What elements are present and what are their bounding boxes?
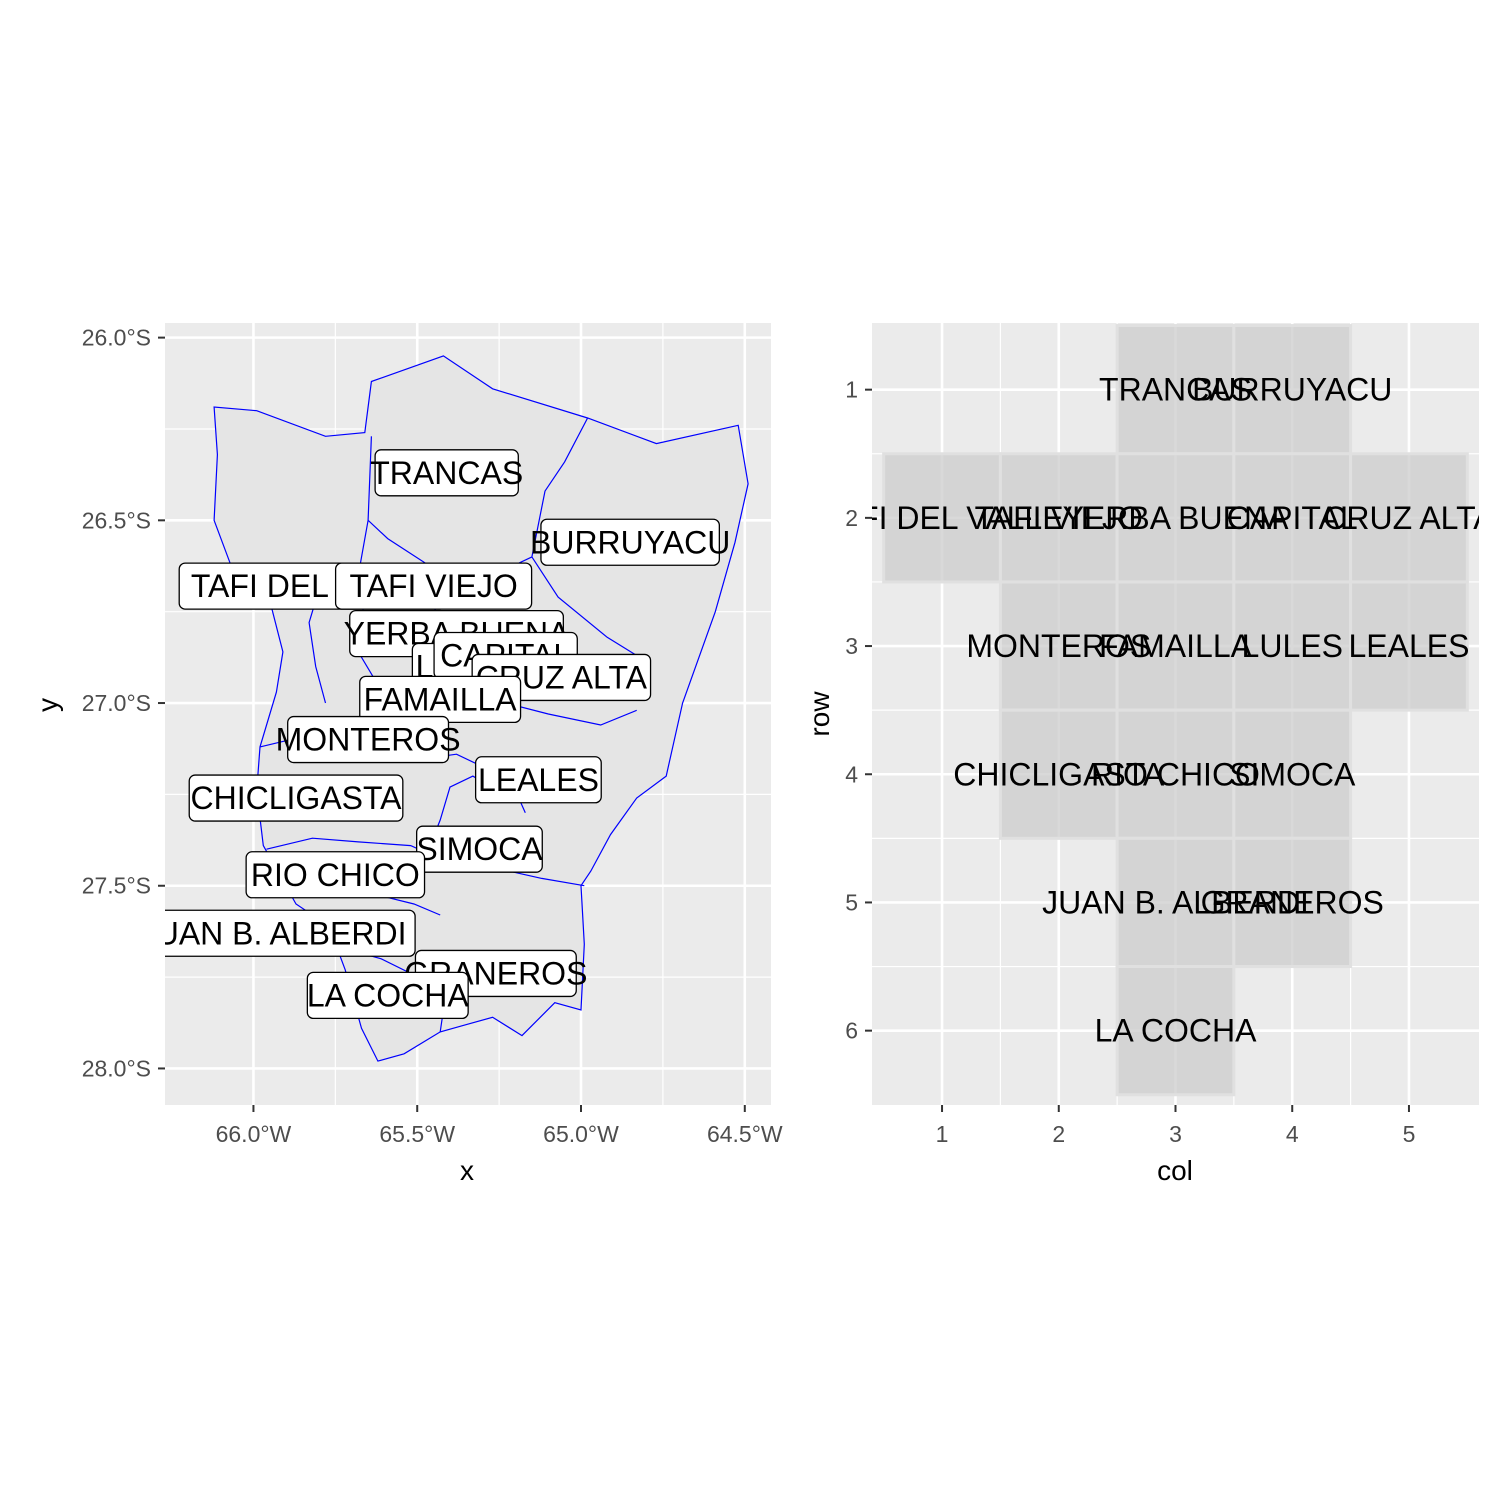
tile [998,708,1119,840]
tile-y-tick-label: 2 [845,505,858,531]
tile-x-tick-label: 3 [1169,1121,1182,1147]
tile [998,580,1119,712]
tile-label: FAMAILLA [1099,628,1253,664]
map-label: SIMOCA [416,831,543,867]
map-label: CHICLIGASTA [191,780,403,816]
map-label: TRANCAS [370,455,523,491]
tile-y-axis-title: row [804,691,835,737]
map-label-box: RIO CHICO [245,851,426,899]
map-label-box: FAMAILLA [359,675,522,724]
department-border [531,417,589,558]
tile-x-axis-title: col [1157,1155,1193,1186]
tile-label: SIMOCA [1229,756,1356,792]
tile-label: TAFI DEL VALLE [821,500,1064,536]
map-label: TAFI VIEJO [349,568,517,604]
tile [1232,708,1353,840]
map-label-background [306,971,469,1020]
map-label-background [188,774,404,822]
map-y-axis-title: y [32,698,63,712]
tile-label: LULES [1242,628,1343,664]
tile-y-tick-label: 3 [845,633,858,659]
map-label-box: SIMOCA [416,825,543,873]
map-label-background [416,825,543,873]
tile-label: MONTEROS [966,628,1151,664]
map-label-background [374,449,519,497]
map-x-tick-label: 66.0°W [216,1121,292,1147]
tile [1115,836,1236,969]
map-label: LEALES [478,762,599,798]
tile-label: LEALES [1348,628,1469,664]
tile [1349,580,1469,712]
tile-axes: 1 2 3 4 5 1 2 3 4 5 6 [845,377,1415,1147]
map-label-box: BURRUYACU [530,518,730,566]
tile-y-tick-label: 6 [845,1018,858,1044]
tile-label: YERBA BUENA [1063,500,1290,536]
map-label-box: TRANCAS [370,449,523,497]
tile-y-tick-label: 1 [845,377,858,403]
tile [882,452,1002,584]
map-label-box: LA COCHA [306,971,469,1020]
tile-y-tick-label: 4 [845,761,858,787]
tile-x-tick-label: 1 [936,1121,949,1147]
map-label-box: TAFI VIEJO [334,562,533,610]
tile [1232,836,1353,969]
tile-y-tick-label: 5 [845,889,858,915]
department-border [531,556,638,657]
tile-label: LA COCHA [1095,1013,1257,1049]
map-label-background [474,756,602,804]
tile-label: BURRUYACU [1192,372,1392,408]
map-x-axis-title: x [460,1155,474,1186]
map-label-box: JUAN B. ALBERDI [140,909,416,957]
tile-label: TAFI VIEJO [975,500,1143,536]
map-y-tick-label: 26.5°S [82,507,151,533]
tile-label: CHICLIGASTA [953,756,1165,792]
map-label: FAMAILLA [364,681,518,717]
map-y-tick-label: 26.0°S [82,325,151,351]
map-label: BURRUYACU [530,524,730,560]
tile-label: JUAN B. ALBERDI [1042,884,1309,920]
tile [1232,452,1353,584]
map-label-background [165,909,416,957]
map-axes: 66.0°W 65.5°W 65.0°W 64.5°W 26.0°S 26.5°S 27.0… [82,325,783,1147]
tile-x-tick-label: 4 [1286,1121,1299,1147]
map-label-box: MONTEROS [276,715,461,764]
tile [1115,580,1236,712]
tile [1232,580,1353,712]
map-label-box: LEALES [474,756,602,804]
map-x-tick-label: 65.0°W [543,1121,619,1147]
tile-label: GRANEROS [1201,884,1384,920]
map-y-tick-label: 27.0°S [82,690,151,716]
map-label-box: CHICLIGASTA [188,774,404,822]
map-x-tick-label: 64.5°W [707,1121,783,1147]
tile [1115,452,1236,584]
map-label-background [540,518,720,566]
tile-label: CRUZ ALTA [1323,500,1495,536]
tile-label: CAPITAL [1227,500,1358,536]
tile-label: RIO CHICO [1091,756,1260,792]
tile [1232,324,1353,456]
map-label: MONTEROS [276,722,461,758]
tile-x-tick-label: 2 [1052,1121,1065,1147]
map-y-tick-label: 28.0°S [82,1055,151,1081]
tile [1115,965,1236,1097]
tile-x-tick-label: 5 [1403,1121,1416,1147]
tile [1115,324,1236,456]
map-y-tick-label: 27.5°S [82,873,151,899]
map-label-background [334,562,533,610]
map-label: RIO CHICO [251,857,420,893]
map-x-tick-label: 65.5°W [379,1121,455,1147]
map-label-background [287,715,450,764]
tiles [882,324,1469,1097]
map-label-background [245,851,426,899]
map-label: JUAN B. ALBERDI [140,915,407,951]
map-label: LA COCHA [307,977,469,1013]
tile-label: TRANCAS [1099,372,1252,408]
